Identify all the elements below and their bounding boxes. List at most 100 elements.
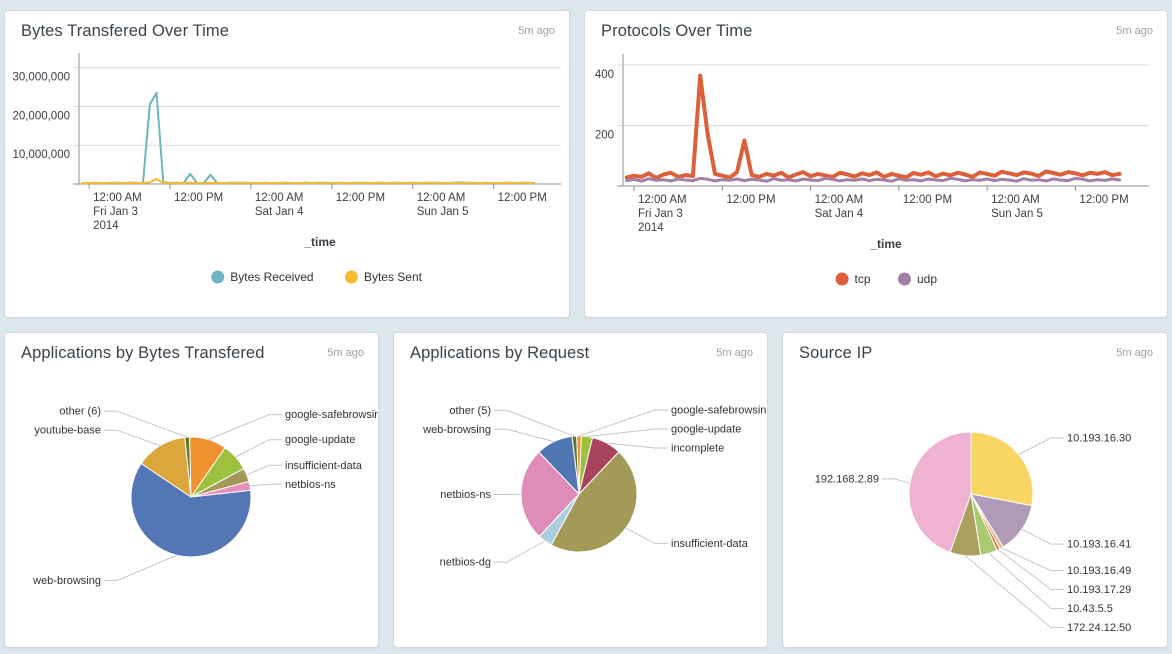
- bytes-over-time-chart[interactable]: 10,000,000 20,000,000 30,000,000 12:00 AM Fr…: [5, 49, 570, 318]
- panel-header: Applications by Bytes Transfered 5m ago: [5, 333, 378, 371]
- legend-swatch[interactable]: [344, 270, 358, 284]
- panel-header: Protocols Over Time 5m ago: [585, 11, 1167, 49]
- pie-slice-insufficient-data[interactable]: [550, 451, 638, 553]
- legend-label[interactable]: tcp: [855, 272, 871, 286]
- pie-slice-label: incomplete: [671, 443, 724, 455]
- pie-slice-label: google-update: [671, 424, 741, 436]
- pie-slice-netbios-ns[interactable]: [520, 451, 580, 538]
- panel-applications-by-request: Applications by Request 5m ago other (5)…: [393, 332, 768, 648]
- pie-slice-label: google-safebrowsing: [285, 409, 379, 421]
- pie-slice-label: web-browsing: [32, 575, 101, 587]
- dashboard-row-bottom: Applications by Bytes Transfered 5m ago …: [4, 332, 1168, 648]
- pie-label-leader: [964, 555, 1064, 629]
- x-tick-label: 12:00 AM: [815, 194, 864, 206]
- legend-label[interactable]: udp: [917, 272, 937, 286]
- pie: other (6) youtube-base web-browsing google-…: [32, 406, 379, 587]
- protocols-over-time-chart[interactable]: 200 400 12:00 AM Fri Jan 3 2014 12:00 PM 12:00…: [585, 49, 1168, 318]
- pie-label-leader: [104, 410, 188, 438]
- x-axis-title: _time: [869, 237, 902, 251]
- pie-label-leader: [246, 464, 282, 476]
- pie-slice-label: 192.168.2.89: [815, 473, 879, 485]
- panel-updated-ago: 5m ago: [1116, 25, 1153, 37]
- pie-slice-label: 10.193.16.49: [1067, 565, 1131, 577]
- pie-label-leader: [1001, 547, 1064, 572]
- x-tick-sublabel: Sun Jan 5: [417, 206, 469, 218]
- panel-protocols-over-time: Protocols Over Time 5m ago 200 400 12:00 A…: [584, 10, 1168, 318]
- dashboard-row-top: Bytes Transfered Over Time 5m ago 10,000…: [4, 10, 1168, 318]
- pie-slice-label: netbios-dg: [440, 557, 491, 569]
- pie-label-leader: [104, 429, 161, 447]
- x-tick-label: 12:00 AM: [255, 192, 304, 204]
- panel-header: Applications by Request 5m ago: [394, 333, 767, 371]
- pie-slice-label: youtube-base: [34, 425, 101, 437]
- pie-slice-label: other (5): [449, 405, 491, 417]
- x-tick-label: 12:00 AM: [638, 194, 687, 206]
- panel-title: Applications by Bytes Transfered: [21, 344, 265, 362]
- pie-slice-label: google-update: [285, 434, 355, 446]
- pie-label-leader: [625, 527, 668, 544]
- source-ip-pie-chart[interactable]: 192.168.2.89 10.193.16.30 10.193.16.41 10.1…: [783, 371, 1168, 648]
- pie-label-leader: [208, 414, 282, 440]
- x-axis-title: _time: [303, 235, 336, 249]
- pie-slice-10.193.16.30[interactable]: [970, 431, 1034, 507]
- pie-label-leader: [494, 428, 555, 443]
- plot-area: 10,000,000 20,000,000 30,000,000 12:00 AM Fr…: [12, 53, 561, 249]
- panel-title: Bytes Transfered Over Time: [21, 22, 230, 40]
- chart-legend: tcp udp: [835, 272, 937, 286]
- pie-slice-label: web-browsing: [422, 424, 491, 436]
- legend-swatch[interactable]: [211, 270, 225, 284]
- chart-legend: Bytes Received Bytes Sent: [211, 270, 423, 284]
- pie-label-leader: [249, 483, 282, 487]
- pie-label-leader: [578, 409, 668, 437]
- pie-slice-label: 172.24.12.50: [1067, 622, 1131, 634]
- panel-header: Source IP 5m ago: [783, 333, 1167, 371]
- panel-updated-ago: 5m ago: [1116, 347, 1153, 359]
- x-tick-label: 12:00 PM: [903, 194, 952, 206]
- pie-slice-192.168.2.89[interactable]: [908, 431, 972, 553]
- x-tick-sublabel: Sat Jan 4: [255, 206, 304, 218]
- legend-label[interactable]: Bytes Received: [230, 270, 313, 284]
- pie-slice-label: netbios-ns: [285, 479, 336, 491]
- pie-label-leader: [104, 554, 177, 581]
- applications-by-request-pie-chart[interactable]: other (5) web-browsing netbios-ns netbios-d…: [394, 371, 768, 648]
- pie-slice-label: netbios-ns: [440, 489, 491, 501]
- pie-label-leader: [1018, 437, 1064, 455]
- pie-slice-label: 10.193.17.29: [1067, 584, 1131, 596]
- y-tick-label: 10,000,000: [12, 149, 70, 161]
- pie-label-leader: [494, 540, 546, 563]
- x-tick-sublabel: Sun Jan 5: [991, 208, 1043, 220]
- x-tick-sublabel: Fri Jan 3: [93, 206, 138, 218]
- pie-slice-web-browsing[interactable]: [130, 462, 252, 558]
- y-tick-label: 400: [595, 69, 614, 81]
- panel-updated-ago: 5m ago: [716, 347, 753, 359]
- series-line-udp[interactable]: [625, 176, 1122, 183]
- x-tick-sublabel: Fri Jan 3: [638, 208, 683, 220]
- legend-label[interactable]: Bytes Sent: [364, 270, 423, 284]
- legend-swatch[interactable]: [835, 272, 849, 286]
- pie-slice-label: insufficient-data: [671, 538, 749, 550]
- pie-label-leader: [606, 442, 668, 449]
- pie-slice-label: 10.193.16.30: [1067, 432, 1131, 444]
- pie-label-leader: [988, 552, 1064, 610]
- panel-applications-by-bytes: Applications by Bytes Transfered 5m ago …: [4, 332, 379, 648]
- panel-source-ip: Source IP 5m ago 192.168.2.89 10.193.16.3…: [782, 332, 1168, 648]
- plot-area: 200 400 12:00 AM Fri Jan 3 2014 12:00 PM 12:00…: [595, 54, 1149, 251]
- series-line-bytes-sent[interactable]: [81, 178, 535, 185]
- series-line-tcp[interactable]: [624, 73, 1122, 181]
- panel-bytes-transfered-over-time: Bytes Transfered Over Time 5m ago 10,000…: [4, 10, 570, 318]
- panel-header: Bytes Transfered Over Time 5m ago: [5, 11, 569, 49]
- pie: 192.168.2.89 10.193.16.30 10.193.16.41 10.1…: [815, 431, 1131, 634]
- applications-by-bytes-pie-chart[interactable]: other (6) youtube-base web-browsing google-…: [5, 371, 379, 648]
- pie-slice-label: 10.193.16.41: [1067, 539, 1131, 551]
- pie-slice-label: other (6): [59, 406, 101, 418]
- pie-slice-youtube-base[interactable]: [140, 436, 192, 499]
- legend-swatch[interactable]: [898, 272, 911, 286]
- panel-updated-ago: 5m ago: [518, 25, 555, 37]
- y-tick-label: 30,000,000: [12, 72, 70, 84]
- pie-label-leader: [1021, 528, 1064, 545]
- pie-slice-label: google-safebrowsing: [671, 405, 768, 417]
- x-tick-sublabel: 2014: [638, 222, 664, 234]
- x-tick-label: 12:00 PM: [726, 194, 775, 206]
- x-tick-label: 12:00 PM: [336, 192, 385, 204]
